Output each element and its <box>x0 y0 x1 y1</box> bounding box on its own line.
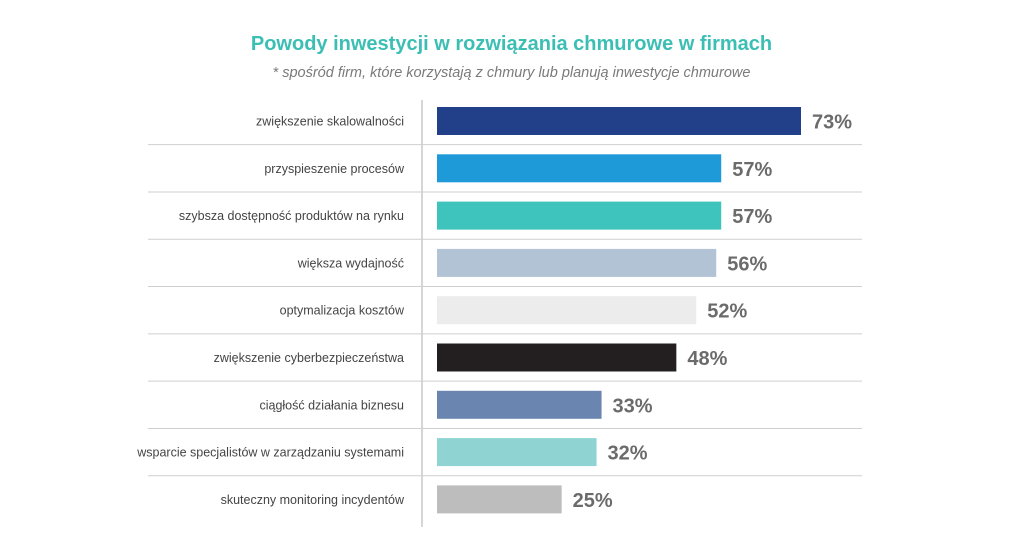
category-label: szybsza dostępność produktów na rynku <box>179 209 404 223</box>
category-label: skuteczny monitoring incydentów <box>221 493 405 507</box>
category-label: optymalizacja kosztów <box>280 304 405 318</box>
bar <box>437 390 602 419</box>
value-label: 57% <box>732 206 772 228</box>
value-label: 25% <box>573 490 613 512</box>
bar <box>437 438 597 467</box>
value-label: 56% <box>727 253 767 275</box>
bar <box>437 154 722 183</box>
value-label: 57% <box>732 159 772 181</box>
category-label: wsparcie specjalistów w zarządzaniu syst… <box>136 446 404 460</box>
chart-subtitle: * spośród firm, które korzystają z chmur… <box>272 65 751 81</box>
bar <box>437 201 722 230</box>
bar <box>437 485 562 514</box>
category-label: przyspieszenie procesów <box>264 162 405 176</box>
bar <box>437 296 697 325</box>
category-label: zwiększenie skalowalności <box>256 115 404 129</box>
value-label: 73% <box>812 112 852 134</box>
value-label: 32% <box>608 443 648 465</box>
category-label: ciągłość działania biznesu <box>259 398 404 412</box>
value-label: 52% <box>707 301 747 323</box>
bar <box>437 343 677 372</box>
category-label: większa wydajność <box>297 256 404 270</box>
value-label: 48% <box>687 348 727 370</box>
value-label: 33% <box>613 395 653 417</box>
bar <box>437 107 801 135</box>
bar <box>437 248 717 277</box>
chart-title: Powody inwestycji w rozwiązania chmurowe… <box>250 33 773 55</box>
category-label: zwiększenie cyberbezpieczeństwa <box>214 351 404 365</box>
